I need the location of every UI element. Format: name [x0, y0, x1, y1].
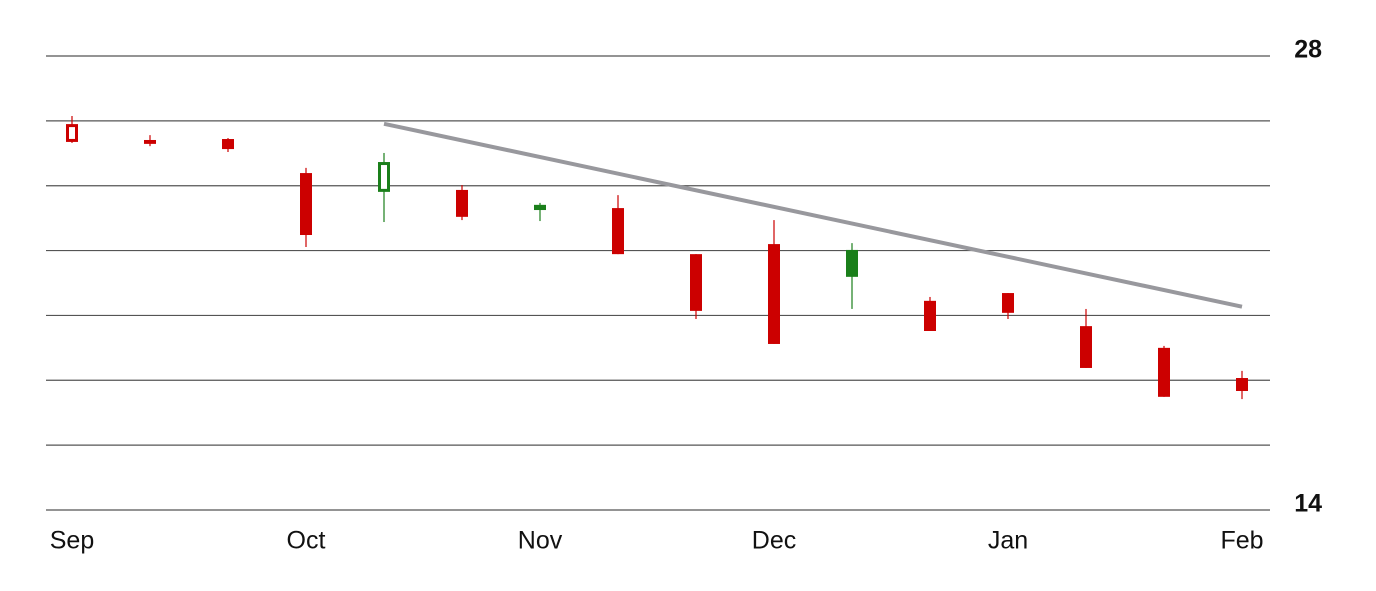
candle-body: [456, 189, 468, 217]
x-tick-label: Oct: [287, 527, 326, 555]
x-tick-label: Sep: [50, 527, 94, 555]
candle-body: [378, 162, 390, 192]
candle-body: [924, 300, 936, 331]
candle-body: [1002, 293, 1014, 313]
y-tick-label: 28: [1294, 36, 1322, 64]
candle-body: [222, 139, 234, 150]
x-tick-label: Feb: [1220, 527, 1263, 555]
trend-line: [383, 121, 1243, 309]
candle-body: [1080, 326, 1092, 368]
candle-body: [144, 139, 156, 144]
y-tick-label: 14: [1294, 490, 1322, 518]
x-tick-label: Jan: [988, 527, 1028, 555]
candle-body: [612, 208, 624, 255]
x-tick-label: Nov: [518, 527, 563, 555]
candle-body: [1236, 378, 1248, 391]
candle-body: [534, 204, 546, 211]
candle-body: [768, 244, 780, 344]
candle-body: [846, 249, 858, 277]
candle-body: [66, 124, 78, 142]
x-tick-label: Dec: [752, 527, 796, 555]
candle-body: [1158, 347, 1170, 397]
candle-body: [690, 254, 702, 311]
candle-body: [300, 173, 312, 236]
